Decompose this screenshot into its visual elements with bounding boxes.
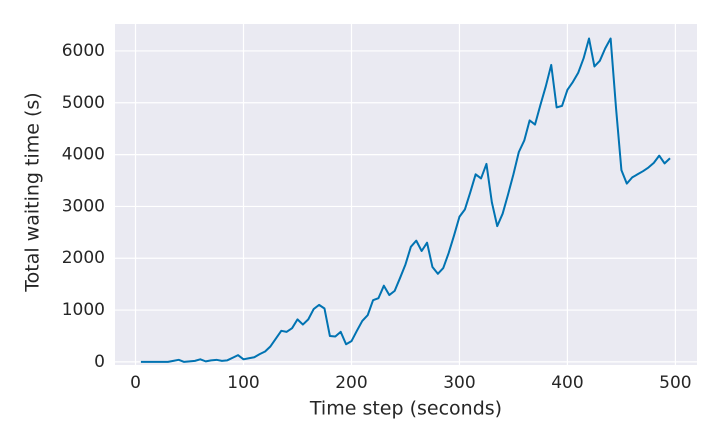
y-tick-label: 6000 (62, 41, 105, 61)
data-line (140, 37, 671, 363)
x-tick-label: 100 (227, 373, 259, 393)
y-tick-label: 0 (94, 352, 105, 372)
y-tick-label: 3000 (62, 196, 105, 216)
x-axis-label: Time step (seconds) (309, 398, 502, 420)
x-tick-label: 0 (130, 373, 141, 393)
x-tick-label: 400 (551, 373, 583, 393)
x-tick-label: 500 (659, 373, 691, 393)
y-tick-label: 4000 (62, 145, 105, 165)
y-tick-label: 5000 (62, 93, 105, 113)
x-tick-label: 200 (335, 373, 367, 393)
y-axis-label: Total waiting time (s) (22, 92, 44, 292)
plot-area (115, 24, 697, 365)
x-tick-label: 300 (443, 373, 475, 393)
y-tick-label: 1000 (62, 300, 105, 320)
y-tick-label: 2000 (62, 248, 105, 268)
